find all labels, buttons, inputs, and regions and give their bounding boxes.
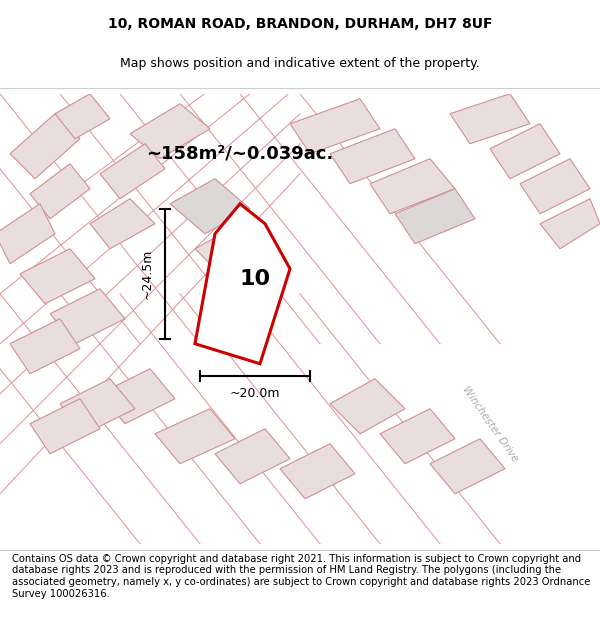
Text: 10, ROMAN ROAD, BRANDON, DURHAM, DH7 8UF: 10, ROMAN ROAD, BRANDON, DURHAM, DH7 8UF — [108, 18, 492, 31]
Polygon shape — [20, 249, 95, 304]
Text: 10: 10 — [239, 269, 271, 289]
Polygon shape — [380, 409, 455, 464]
Polygon shape — [330, 129, 415, 184]
Text: ~24.5m: ~24.5m — [140, 249, 154, 299]
Polygon shape — [55, 94, 110, 139]
Polygon shape — [100, 369, 175, 424]
Polygon shape — [370, 159, 455, 214]
Polygon shape — [395, 189, 475, 244]
Polygon shape — [10, 114, 80, 179]
Polygon shape — [30, 399, 100, 454]
Polygon shape — [30, 164, 90, 219]
Polygon shape — [450, 94, 530, 144]
Text: Map shows position and indicative extent of the property.: Map shows position and indicative extent… — [120, 56, 480, 69]
Polygon shape — [520, 159, 590, 214]
Polygon shape — [155, 409, 235, 464]
Polygon shape — [90, 199, 155, 249]
Polygon shape — [170, 179, 250, 234]
Polygon shape — [430, 439, 505, 494]
Text: Winchester Drive: Winchester Drive — [460, 384, 520, 463]
Polygon shape — [130, 104, 210, 159]
Polygon shape — [290, 99, 380, 154]
Polygon shape — [195, 204, 290, 364]
Polygon shape — [100, 144, 165, 199]
Polygon shape — [490, 124, 560, 179]
Polygon shape — [0, 204, 55, 264]
Polygon shape — [60, 379, 135, 434]
Polygon shape — [50, 289, 125, 344]
Text: ~158m²/~0.039ac.: ~158m²/~0.039ac. — [146, 145, 334, 162]
Polygon shape — [10, 319, 80, 374]
Text: Contains OS data © Crown copyright and database right 2021. This information is : Contains OS data © Crown copyright and d… — [12, 554, 590, 599]
Text: ~20.0m: ~20.0m — [230, 388, 280, 400]
Polygon shape — [540, 199, 600, 249]
Polygon shape — [280, 444, 355, 499]
Polygon shape — [195, 224, 270, 279]
Polygon shape — [330, 379, 405, 434]
Polygon shape — [215, 429, 290, 484]
